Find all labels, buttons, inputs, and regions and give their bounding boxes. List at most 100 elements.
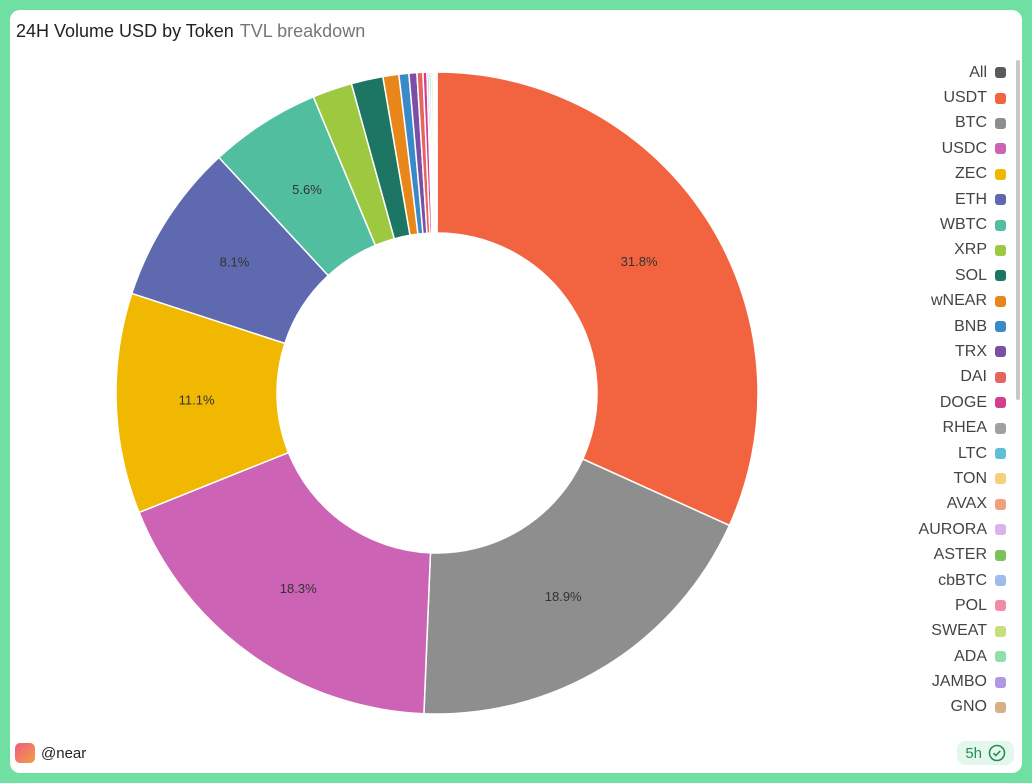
footer: @near — [15, 743, 86, 763]
legend-item[interactable]: TON — [806, 466, 1006, 491]
legend-label: WBTC — [939, 216, 987, 234]
legend-label: SWEAT — [931, 622, 987, 640]
legend-item[interactable]: AURORA — [806, 517, 1006, 542]
legend-swatch — [995, 321, 1006, 333]
author-icon — [15, 743, 35, 763]
legend-label: ZEC — [955, 165, 987, 183]
legend-item[interactable]: JAMBO — [806, 669, 1006, 694]
legend-swatch — [995, 295, 1006, 307]
legend-swatch — [995, 625, 1006, 637]
age: 5h — [965, 744, 982, 762]
slice — [423, 458, 731, 715]
slice-label: 18.3% — [280, 581, 317, 596]
legend-item[interactable]: TRX — [806, 339, 1006, 364]
legend-swatch — [995, 422, 1006, 434]
check-icon — [988, 744, 1006, 762]
legend-swatch — [995, 168, 1006, 180]
legend-item[interactable]: BNB — [806, 314, 1006, 339]
legend-swatch — [995, 244, 1006, 256]
legend-item[interactable]: ZEC — [806, 162, 1006, 187]
legend-item[interactable]: SWEAT — [806, 619, 1006, 644]
legend-label: BNB — [954, 317, 987, 335]
legend-swatch — [995, 676, 1006, 688]
slice-label: 18.9% — [545, 589, 582, 604]
legend-swatch — [995, 270, 1006, 282]
header: 24H Volume USD by Token TVL breakdown — [16, 21, 365, 42]
legend-label: AVAX — [946, 495, 987, 513]
legend-swatch — [995, 219, 1006, 231]
scrollbar[interactable] — [1016, 60, 1020, 400]
legend-label: USDC — [941, 139, 987, 157]
legend-item[interactable]: ADA — [806, 644, 1006, 669]
legend-item[interactable]: ETH — [806, 187, 1006, 212]
legend-label: BTC — [955, 114, 987, 132]
widget-card: 24H Volume USD by Token TVL breakdown 31.… — [10, 10, 1022, 773]
legend-item[interactable]: DAI — [806, 365, 1006, 390]
legend-label: LTC — [957, 444, 987, 462]
legend-label: wNEAR — [930, 292, 987, 310]
legend-label: GNO — [950, 698, 987, 715]
legend-item[interactable]: WBTC — [806, 212, 1006, 237]
legend-swatch — [995, 67, 1006, 79]
legend-label: USDT — [943, 89, 987, 107]
legend-label: XRP — [954, 241, 987, 259]
legend-swatch — [995, 498, 1006, 510]
legend-label: All — [969, 63, 987, 81]
legend-label: ETH — [955, 190, 987, 208]
legend-swatch — [995, 600, 1006, 612]
legend-label: TRX — [955, 342, 987, 360]
legend-item[interactable]: RHEA — [806, 415, 1006, 440]
legend-label: RHEA — [942, 419, 987, 437]
legend-item[interactable]: POL — [806, 593, 1006, 618]
legend-item[interactable]: XRP — [806, 238, 1006, 263]
legend-label: cbBTC — [938, 571, 987, 589]
legend-swatch — [995, 397, 1006, 409]
legend-swatch — [995, 194, 1006, 206]
legend-label: JAMBO — [931, 673, 987, 691]
legend-item[interactable]: USDC — [806, 136, 1006, 161]
legend-item[interactable]: DOGE — [806, 390, 1006, 415]
legend-label: DOGE — [939, 393, 987, 411]
legend-item[interactable]: wNEAR — [806, 289, 1006, 314]
age-badge: 5h — [957, 741, 1014, 765]
legend-label: TON — [953, 469, 987, 487]
author[interactable]: @near — [41, 744, 87, 762]
chart-subtitle: TVL breakdown — [239, 21, 366, 41]
slice-label: 31.8% — [621, 254, 658, 269]
legend-swatch — [995, 575, 1006, 586]
legend-swatch — [995, 143, 1006, 155]
legend-item[interactable]: GNO — [806, 695, 1006, 715]
legend-item[interactable]: AVAX — [806, 492, 1006, 517]
legend-swatch — [995, 549, 1006, 561]
slice — [436, 71, 759, 527]
legend-item[interactable]: All — [806, 60, 1006, 85]
legend-label: ASTER — [933, 546, 987, 564]
legend-item[interactable]: ASTER — [806, 542, 1006, 567]
legend-swatch — [995, 371, 1006, 383]
legend-label: AURORA — [918, 520, 987, 538]
legend-item[interactable]: SOL — [806, 263, 1006, 288]
slice — [138, 451, 432, 715]
legend-swatch — [995, 473, 1006, 485]
chart-title: 24H Volume USD by Token — [16, 21, 234, 41]
legend-label: ADA — [954, 647, 987, 665]
slice-label: 8.1% — [220, 255, 250, 270]
legend-item[interactable]: BTC — [806, 111, 1006, 136]
legend-item[interactable]: USDT — [806, 85, 1006, 110]
legend-item[interactable]: LTC — [806, 441, 1006, 466]
legend-swatch — [995, 448, 1006, 460]
legend-swatch — [995, 117, 1006, 129]
legend-swatch — [995, 92, 1006, 104]
legend-swatch — [995, 524, 1006, 536]
legend: All USDT BTC USDC ZEC ETH WBTC XRP SOL wNEAR BNB TR… — [806, 60, 1006, 715]
legend-swatch — [995, 651, 1006, 663]
legend-swatch — [995, 346, 1006, 358]
legend-item[interactable]: cbBTC — [806, 568, 1006, 593]
chart: 31.8% 18.9% 18.3% 11.1% 8.1% 5.6% — [115, 71, 759, 715]
slice-label: 5.6% — [292, 182, 322, 197]
legend-label: DAI — [960, 368, 987, 386]
slice-label: 11.1% — [179, 392, 215, 407]
legend-label: POL — [954, 596, 987, 614]
legend-swatch — [995, 701, 1006, 713]
